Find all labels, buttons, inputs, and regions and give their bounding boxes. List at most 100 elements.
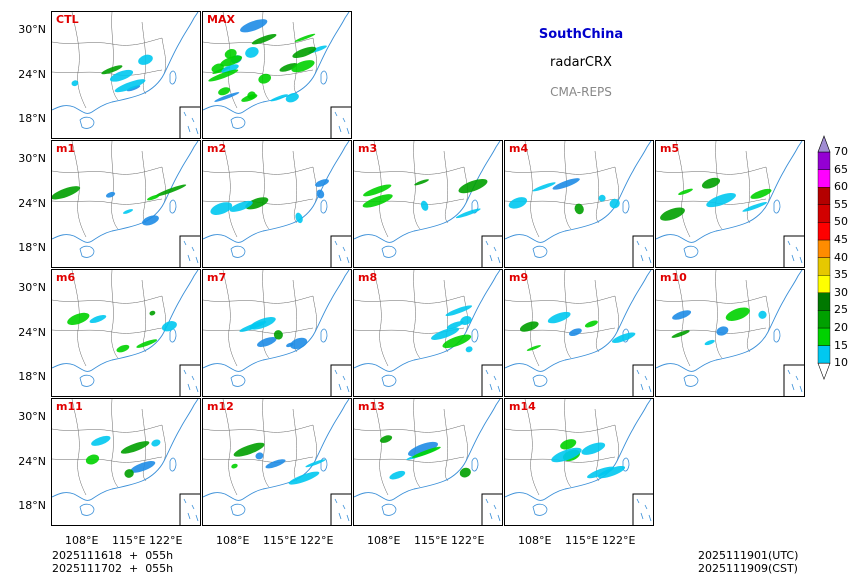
- panel-max: MAX: [202, 11, 352, 139]
- radar-echo: [519, 321, 539, 332]
- lat-tick-label: 18°N: [18, 499, 46, 512]
- radar-echo: [161, 321, 177, 332]
- lon-tick-label: 108°E: [65, 534, 99, 547]
- panel-label: m9: [509, 271, 529, 284]
- province-border: [52, 327, 163, 334]
- radar-echo: [305, 459, 326, 468]
- coastline: [203, 399, 350, 501]
- province-border: [564, 141, 572, 230]
- taiwan-island: [471, 328, 479, 343]
- province-border: [443, 150, 449, 224]
- radar-echo: [532, 182, 556, 192]
- province-border: [505, 456, 616, 463]
- panel-label: m3: [358, 142, 378, 155]
- lat-tick-label: 24°N: [18, 455, 46, 468]
- radar-echo: [210, 202, 233, 215]
- inset-islands: [636, 240, 652, 264]
- province-border: [354, 456, 465, 463]
- province-border: [52, 166, 163, 175]
- radar-echo: [147, 194, 160, 201]
- radar-echo: [750, 188, 772, 199]
- lat-tick-label: 24°N: [18, 326, 46, 339]
- radar-echo: [245, 197, 269, 210]
- radar-echo: [233, 442, 265, 457]
- panel-m5: m5: [655, 140, 805, 268]
- taiwan-island: [169, 70, 177, 85]
- colorbar-segment: [817, 239, 831, 258]
- province-border: [373, 270, 389, 367]
- radar-echo: [101, 65, 123, 75]
- province-border: [292, 408, 298, 482]
- inset-islands: [787, 240, 803, 264]
- map-basemap: [203, 270, 351, 396]
- inset-islands: [334, 240, 350, 264]
- radar-echo: [290, 337, 308, 350]
- province-border: [312, 424, 317, 462]
- panel-m9: m9: [504, 269, 654, 397]
- province-border: [262, 399, 270, 488]
- radar-echo: [245, 46, 259, 58]
- province-border: [354, 295, 465, 304]
- taiwan-island: [320, 199, 328, 214]
- radar-echo: [286, 342, 294, 348]
- lon-tick-label: 108°E: [216, 534, 250, 547]
- south-china-sea-inset: [783, 364, 804, 396]
- radar-echo: [122, 209, 134, 214]
- radar-echo: [241, 94, 258, 102]
- panel-label: m12: [207, 400, 234, 413]
- panel-m4: m4: [504, 140, 654, 268]
- lat-tick-label: 18°N: [18, 241, 46, 254]
- lat-tick-label: 30°N: [18, 23, 46, 36]
- taiwan-island: [622, 457, 630, 472]
- radar-echo: [106, 191, 116, 198]
- province-border: [765, 295, 770, 333]
- radar-echo: [85, 454, 100, 465]
- radar-echo: [273, 330, 283, 340]
- radar-echo: [292, 46, 317, 59]
- province-border: [292, 279, 298, 353]
- radar-echo: [91, 435, 111, 446]
- province-border: [52, 69, 163, 76]
- province-border: [656, 166, 767, 175]
- colorbar-level-label: 50: [834, 215, 848, 229]
- colorbar-segment: [817, 257, 831, 276]
- province-border: [443, 279, 449, 353]
- radar-echo: [315, 179, 329, 187]
- colorbar: [817, 135, 831, 381]
- init-time-utc: 2025111618 + 055h: [52, 549, 174, 562]
- colorbar-segment: [817, 187, 831, 206]
- radar-echo: [149, 310, 156, 316]
- radar-echo: [138, 54, 153, 65]
- radar-echo: [459, 467, 471, 478]
- colorbar-level-label: 60: [834, 180, 848, 194]
- coastline: [52, 270, 199, 372]
- hainan-island: [230, 503, 246, 516]
- radar-echo: [414, 179, 429, 186]
- province-border: [203, 456, 314, 463]
- province-border: [745, 279, 751, 353]
- province-border: [161, 166, 166, 204]
- taiwan-island: [169, 457, 177, 472]
- radar-echo: [265, 459, 286, 469]
- coastline: [203, 141, 350, 243]
- province-border: [524, 270, 540, 367]
- province-border: [111, 399, 119, 488]
- colorbar-segment: [817, 345, 831, 364]
- province-border: [203, 69, 314, 76]
- radar-echo: [611, 332, 636, 343]
- radar-echo: [136, 339, 158, 348]
- radar-echo: [379, 435, 393, 443]
- hainan-island: [79, 374, 95, 387]
- province-border: [614, 424, 619, 462]
- radar-echo: [725, 307, 750, 321]
- south-china-sea-inset: [179, 364, 200, 396]
- province-border: [594, 150, 600, 224]
- south-china-sea-inset: [179, 235, 200, 267]
- lon-tick-label: 115°E: [414, 534, 448, 547]
- province-border: [505, 424, 616, 433]
- radar-echo: [547, 311, 571, 324]
- hainan-island: [532, 374, 548, 387]
- inset-islands: [183, 369, 199, 393]
- colorbar-level-label: 20: [834, 321, 848, 334]
- radar-echo: [71, 80, 79, 87]
